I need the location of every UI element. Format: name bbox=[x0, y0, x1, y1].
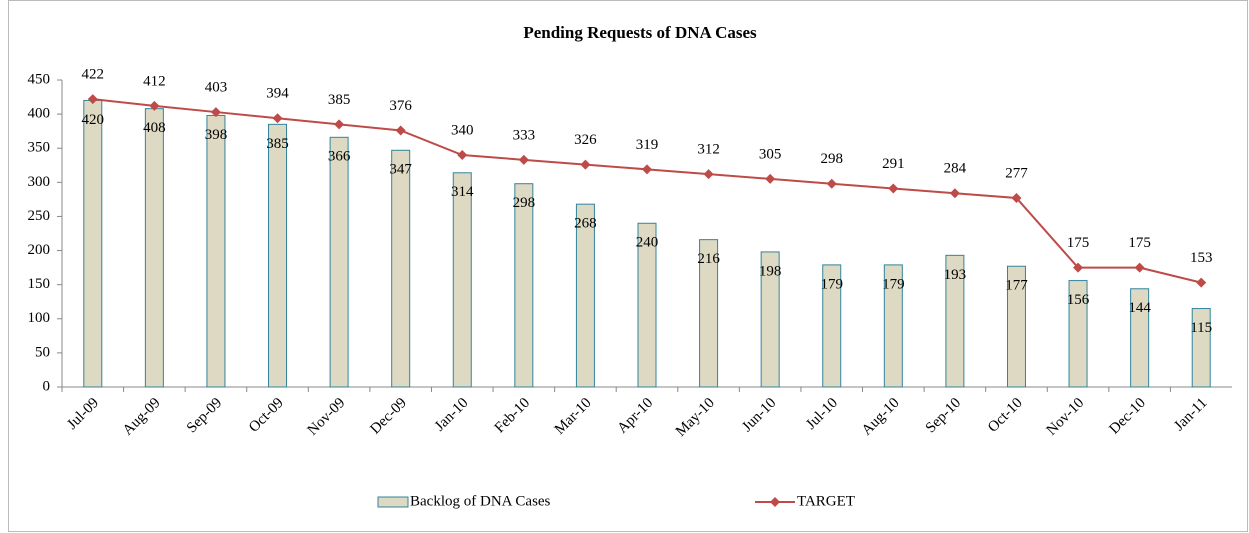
bar bbox=[452, 172, 472, 388]
line-value-label: 277 bbox=[1005, 165, 1028, 181]
legend-swatch bbox=[377, 496, 409, 508]
bar bbox=[329, 136, 349, 388]
bar-value-label: 179 bbox=[882, 276, 905, 292]
line-value-label: 412 bbox=[143, 73, 166, 89]
target-marker bbox=[765, 173, 776, 184]
bar bbox=[575, 203, 595, 388]
line-value-label: 333 bbox=[513, 127, 536, 143]
line-value-label: 284 bbox=[944, 161, 967, 177]
bar-value-label: 398 bbox=[205, 127, 228, 143]
y-tick-label: 350 bbox=[28, 140, 51, 156]
target-marker bbox=[826, 178, 837, 189]
target-marker bbox=[87, 94, 98, 105]
bar-value-label: 314 bbox=[451, 184, 474, 200]
bar-value-label: 347 bbox=[389, 162, 412, 178]
line-value-label: 394 bbox=[266, 86, 289, 102]
line-value-label: 385 bbox=[328, 92, 351, 108]
target-marker bbox=[642, 164, 652, 175]
bar bbox=[206, 114, 226, 388]
target-marker bbox=[580, 159, 591, 170]
legend-label: TARGET bbox=[797, 493, 855, 509]
bar-value-label: 198 bbox=[759, 263, 782, 279]
bar bbox=[637, 222, 657, 388]
bar-value-label: 268 bbox=[574, 216, 597, 232]
bar bbox=[760, 251, 780, 388]
bar bbox=[883, 264, 903, 388]
line-value-label: 422 bbox=[82, 67, 105, 83]
bar-value-label: 298 bbox=[513, 195, 536, 211]
bar-value-label: 144 bbox=[1128, 300, 1151, 316]
y-tick-label: 250 bbox=[28, 208, 51, 224]
line-value-label: 326 bbox=[574, 132, 597, 148]
y-tick-label: 50 bbox=[35, 344, 50, 360]
y-tick-label: 0 bbox=[43, 378, 51, 394]
bar bbox=[945, 254, 965, 388]
target-marker bbox=[949, 188, 960, 199]
y-tick-label: 400 bbox=[28, 106, 51, 122]
target-marker bbox=[149, 100, 160, 111]
line-value-label: 298 bbox=[820, 151, 843, 167]
line-value-label: 340 bbox=[451, 122, 474, 138]
target-marker bbox=[457, 150, 468, 161]
y-tick-label: 100 bbox=[28, 310, 51, 326]
target-marker bbox=[395, 125, 406, 136]
bar bbox=[144, 108, 164, 388]
line-value-label: 153 bbox=[1190, 250, 1213, 266]
target-marker bbox=[518, 154, 529, 165]
bar-value-label: 115 bbox=[1190, 320, 1212, 336]
line-value-label: 312 bbox=[697, 142, 720, 158]
line-value-label: 305 bbox=[759, 146, 782, 162]
y-tick-label: 150 bbox=[28, 276, 51, 292]
line-value-label: 319 bbox=[636, 137, 659, 153]
chart-frame bbox=[8, 0, 1248, 532]
bar bbox=[83, 99, 103, 388]
bar-value-label: 240 bbox=[636, 235, 659, 251]
bar bbox=[268, 123, 288, 388]
target-marker bbox=[1011, 193, 1022, 204]
target-marker bbox=[210, 107, 221, 118]
target-marker bbox=[1134, 262, 1145, 273]
bar bbox=[1130, 288, 1150, 388]
bar-value-label: 366 bbox=[328, 149, 351, 165]
bar bbox=[1191, 308, 1211, 388]
bar-value-label: 193 bbox=[944, 267, 967, 283]
bar-value-label: 420 bbox=[82, 112, 105, 128]
bar bbox=[391, 149, 411, 388]
bar-value-label: 179 bbox=[820, 276, 843, 292]
target-marker bbox=[272, 113, 283, 124]
target-marker bbox=[888, 183, 899, 194]
line-value-label: 291 bbox=[882, 156, 905, 172]
y-tick-label: 450 bbox=[28, 71, 51, 87]
line-value-label: 403 bbox=[205, 80, 228, 96]
legend-marker bbox=[770, 497, 780, 507]
bar-value-label: 385 bbox=[266, 136, 289, 152]
bar-value-label: 156 bbox=[1067, 292, 1090, 308]
y-tick-label: 200 bbox=[28, 242, 51, 258]
line-value-label: 376 bbox=[389, 98, 412, 114]
bar bbox=[514, 183, 534, 388]
chart-title: Pending Requests of DNA Cases bbox=[523, 23, 757, 42]
bar bbox=[699, 239, 719, 388]
line-value-label: 175 bbox=[1067, 235, 1090, 251]
target-marker bbox=[1196, 277, 1207, 288]
bar bbox=[822, 264, 842, 388]
line-value-label: 175 bbox=[1128, 235, 1151, 251]
bar-value-label: 408 bbox=[143, 120, 166, 136]
y-tick-label: 300 bbox=[28, 174, 51, 190]
bar-value-label: 177 bbox=[1005, 278, 1028, 294]
bar bbox=[1006, 265, 1026, 388]
legend-label: Backlog of DNA Cases bbox=[410, 493, 551, 509]
target-marker bbox=[703, 169, 714, 180]
target-marker bbox=[1073, 262, 1084, 273]
target-marker bbox=[334, 119, 345, 130]
bar-value-label: 216 bbox=[697, 251, 720, 267]
bar bbox=[1068, 280, 1088, 388]
